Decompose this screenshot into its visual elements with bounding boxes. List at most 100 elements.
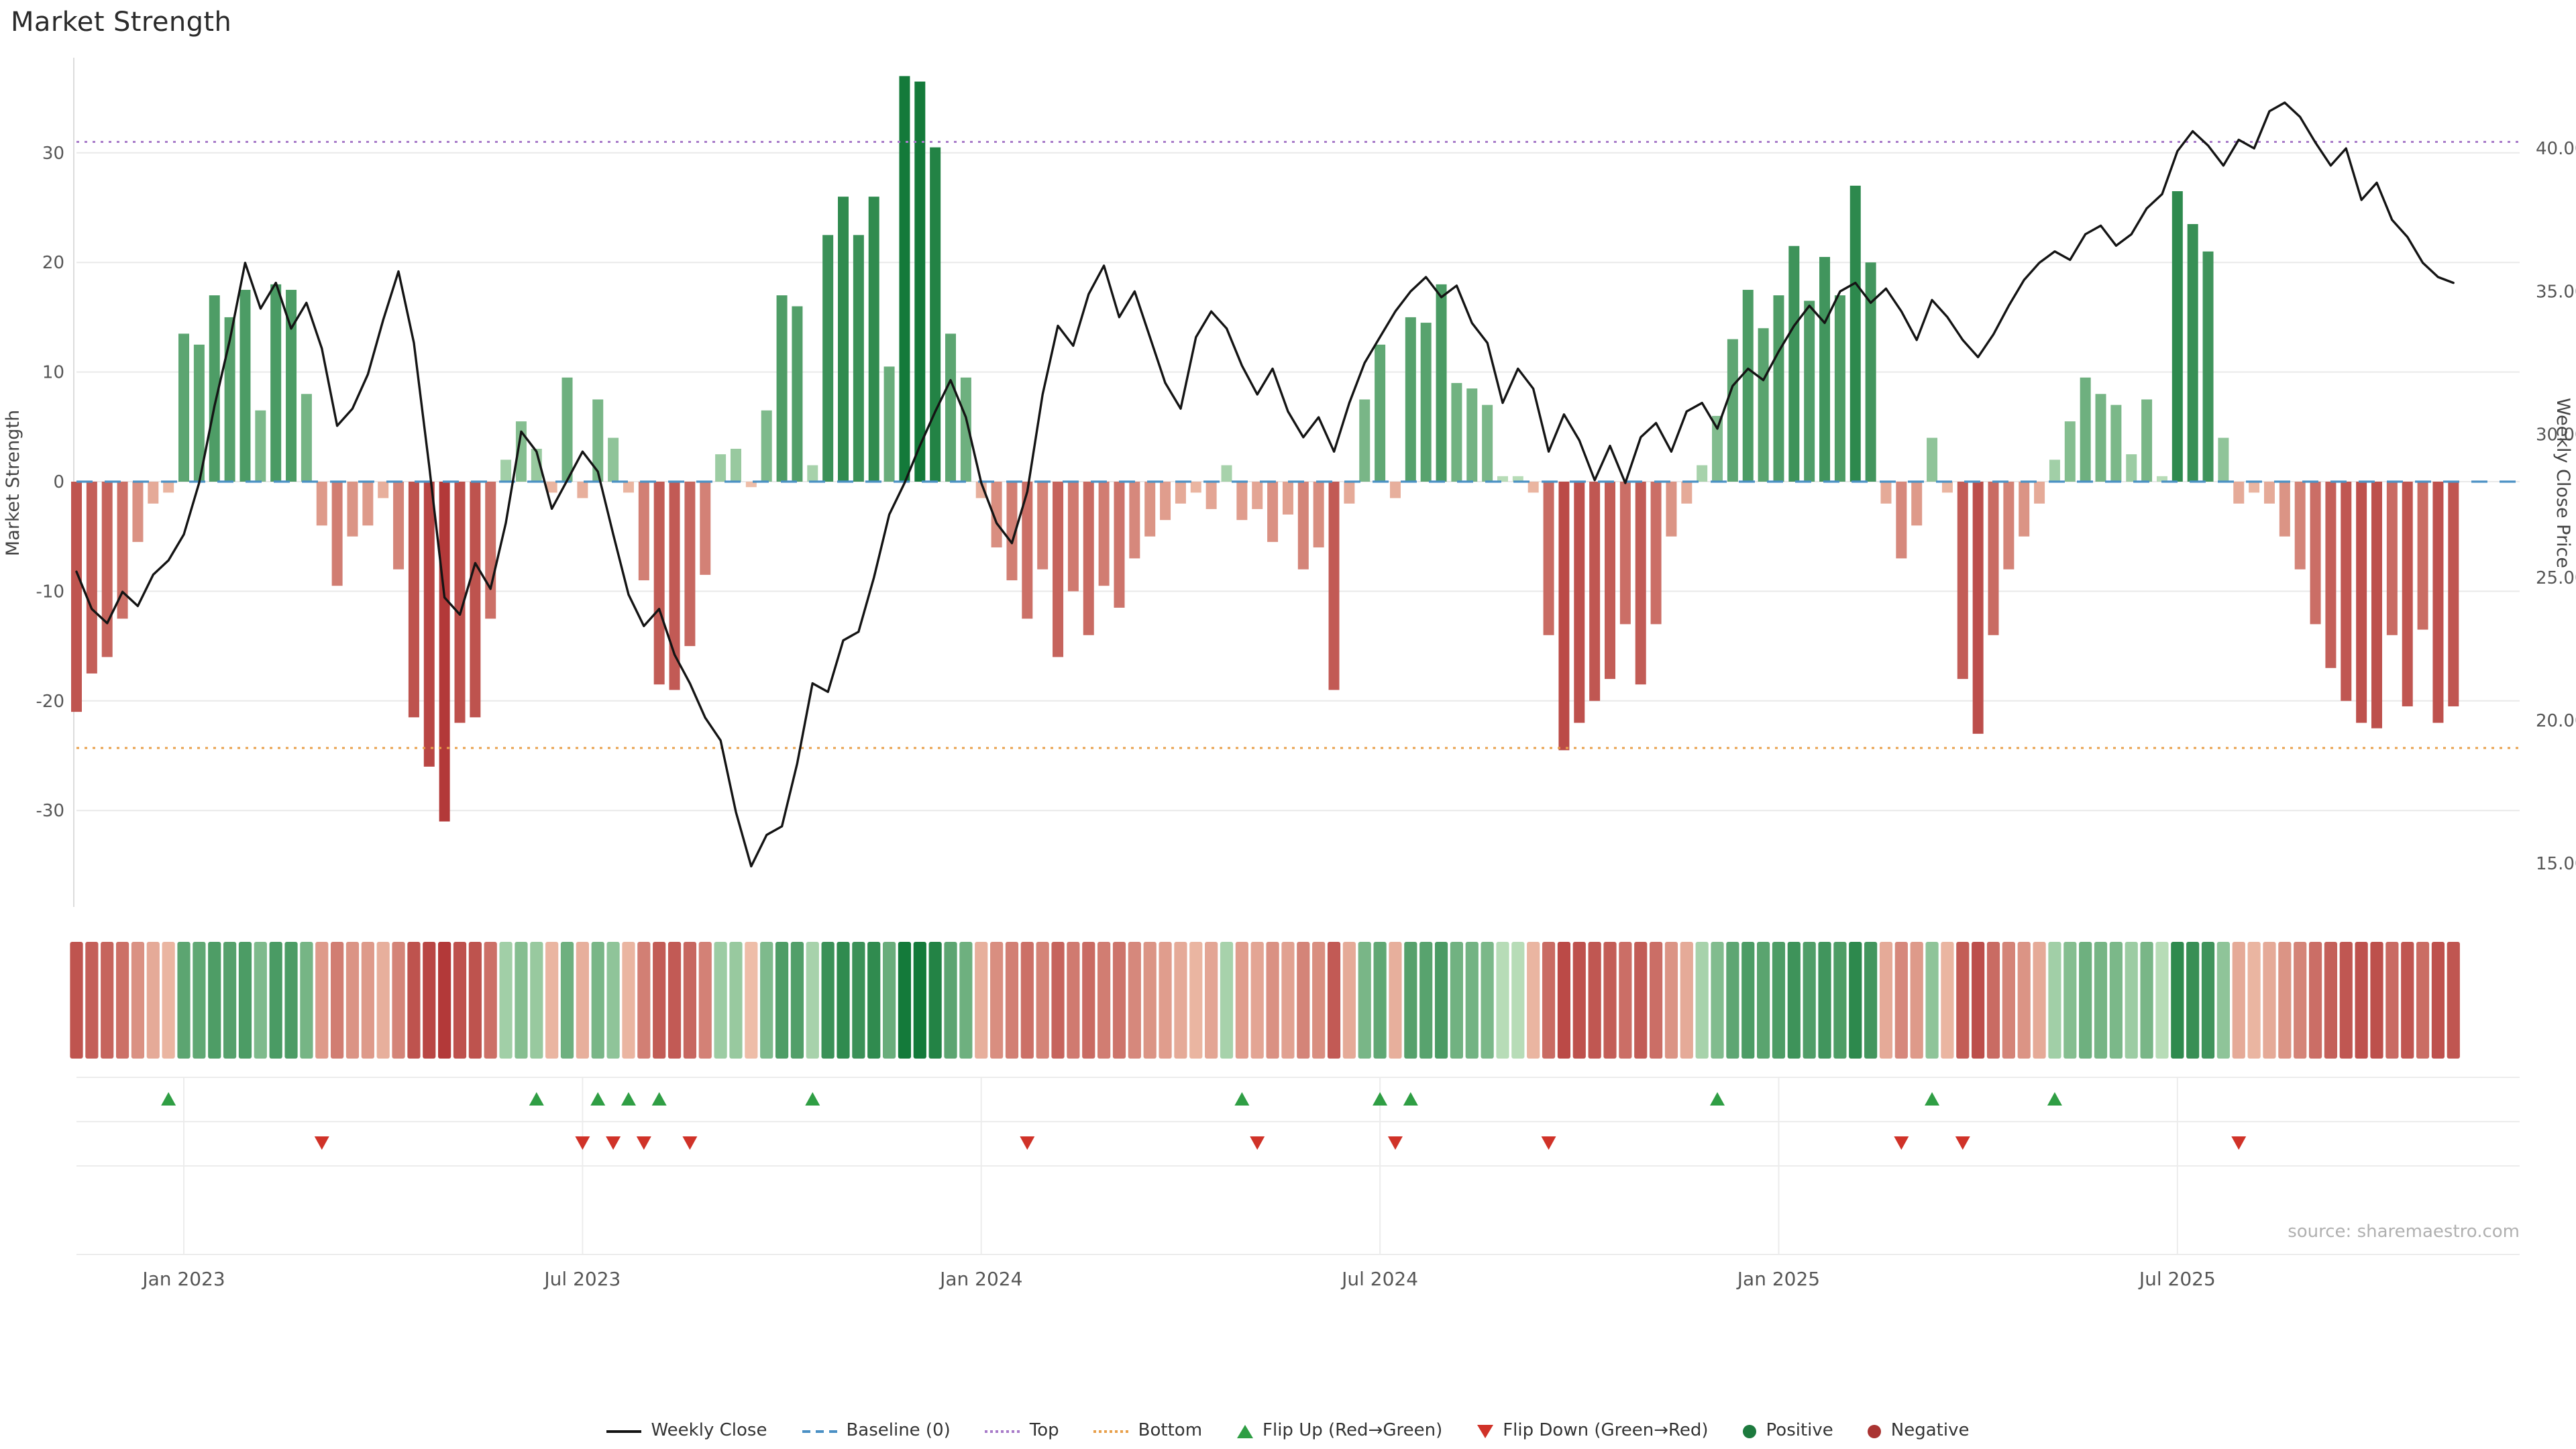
heatmap-cell	[345, 942, 360, 1059]
legend-swatch-flip-up	[1237, 1424, 1254, 1438]
strength-bar	[2171, 191, 2183, 482]
heatmap-cell	[775, 942, 789, 1059]
heatmap-cell	[2186, 942, 2200, 1059]
heatmap-cell	[2294, 942, 2307, 1059]
strength-bar	[577, 482, 588, 498]
legend-swatch-weekly-close	[606, 1430, 642, 1432]
strength-bar	[2019, 482, 2030, 537]
strength-bar	[1205, 482, 1217, 509]
strength-bar	[2356, 482, 2367, 723]
heatmap-cell	[545, 942, 559, 1059]
heatmap-cell	[2063, 942, 2077, 1059]
strength-bar	[2386, 482, 2398, 635]
strength-bar	[1297, 482, 1309, 570]
heatmap-cell	[1235, 942, 1248, 1059]
strength-bar	[1712, 415, 1723, 482]
left-axis-tick-label: -10	[36, 582, 64, 602]
heatmap-cell	[1465, 942, 1479, 1059]
strength-bar	[653, 482, 665, 685]
strength-bar	[592, 399, 604, 482]
heatmap-cell	[1082, 942, 1095, 1059]
legend-swatch-negative	[1868, 1424, 1882, 1438]
legend-swatch-positive	[1743, 1424, 1757, 1438]
strength-bar	[1666, 482, 1677, 537]
x-tick-label: Jul 2023	[543, 1268, 621, 1290]
strength-bar	[930, 147, 941, 482]
heatmap-cell	[714, 942, 727, 1059]
flip-down-marker	[636, 1136, 651, 1150]
weekly-close-line	[75, 101, 2455, 868]
heatmap-cell	[1972, 942, 1985, 1059]
heatmap-cell	[1297, 942, 1310, 1059]
strength-bar	[1129, 482, 1140, 559]
heatmap-cell	[1511, 942, 1525, 1059]
heatmap-cell	[821, 942, 835, 1059]
strength-bar	[1083, 482, 1094, 635]
strength-bar	[485, 482, 496, 619]
strength-bar	[2448, 482, 2459, 706]
strength-bar	[286, 290, 297, 482]
flip-down-marker	[1955, 1136, 1970, 1150]
right-axis-tick-label: 20.00	[2536, 711, 2576, 731]
strength-bar	[2325, 482, 2337, 668]
strength-bar	[1313, 482, 1324, 548]
heatmap-cell	[530, 942, 543, 1059]
strength-bar	[883, 366, 895, 482]
heatmap-cell	[790, 942, 804, 1059]
heatmap-cell	[115, 942, 129, 1059]
flip-up-marker	[1373, 1092, 1388, 1106]
heatmap-cell	[1097, 942, 1111, 1059]
strength-bar	[2141, 399, 2153, 482]
heatmap-cell	[2140, 942, 2153, 1059]
right-axis-title: Weekly Close Price	[2553, 398, 2573, 568]
heatmap-cell	[913, 942, 926, 1059]
heatmap-cell	[867, 942, 881, 1059]
right-axis-tick-label: 35.00	[2536, 282, 2576, 302]
heatmap-cell	[1481, 942, 1494, 1059]
heatmap-cell	[468, 942, 482, 1059]
heatmap-cell	[729, 942, 743, 1059]
heatmap-cell	[1542, 942, 1556, 1059]
heatmap-cell	[1649, 942, 1663, 1059]
heatmap-cell	[2401, 942, 2414, 1059]
strength-bar	[1512, 476, 1523, 482]
flip-up-marker	[621, 1092, 636, 1106]
flip-down-marker	[1020, 1136, 1035, 1150]
strength-bar	[1911, 482, 1923, 526]
x-tick-label: Jan 2023	[141, 1268, 225, 1290]
heatmap-cell	[315, 942, 329, 1059]
heatmap-cell	[576, 942, 589, 1059]
flip-up-marker	[1234, 1092, 1250, 1106]
left-axis-tick-label: 10	[42, 363, 64, 383]
heatmap-cell	[2017, 942, 2031, 1059]
heatmap-cell	[1925, 942, 1939, 1059]
strength-bar	[2126, 454, 2137, 482]
heatmap-cell	[1450, 942, 1463, 1059]
strength-bar	[1436, 284, 1447, 482]
flip-down-marker	[1541, 1136, 1556, 1150]
strength-bar	[500, 460, 512, 482]
legend-label-negative: Negative	[1890, 1421, 1970, 1441]
strength-bar	[255, 410, 266, 482]
legend: Weekly Close Baseline (0) Top Bottom Flip Up…	[0, 1421, 2576, 1441]
strength-bar	[914, 81, 926, 482]
strength-bar	[1957, 482, 1968, 680]
strength-bar	[792, 306, 803, 482]
strength-bar	[1466, 388, 1478, 482]
strength-bar	[531, 448, 542, 482]
strength-bar	[331, 482, 343, 586]
strength-bar	[684, 482, 696, 647]
strength-bar	[2095, 394, 2106, 482]
strength-bar	[393, 482, 405, 570]
strength-bar	[1006, 482, 1018, 581]
heatmap-cell	[852, 942, 865, 1059]
heatmap-cell	[70, 942, 83, 1059]
strength-bar	[715, 454, 727, 482]
heatmap-cell	[101, 942, 114, 1059]
strength-bar	[2156, 476, 2167, 482]
strength-bar	[1282, 482, 1293, 515]
strength-bar	[439, 482, 450, 822]
heatmap-cell	[1389, 942, 1402, 1059]
heatmap-cell	[653, 942, 666, 1059]
strength-bar	[71, 482, 82, 712]
